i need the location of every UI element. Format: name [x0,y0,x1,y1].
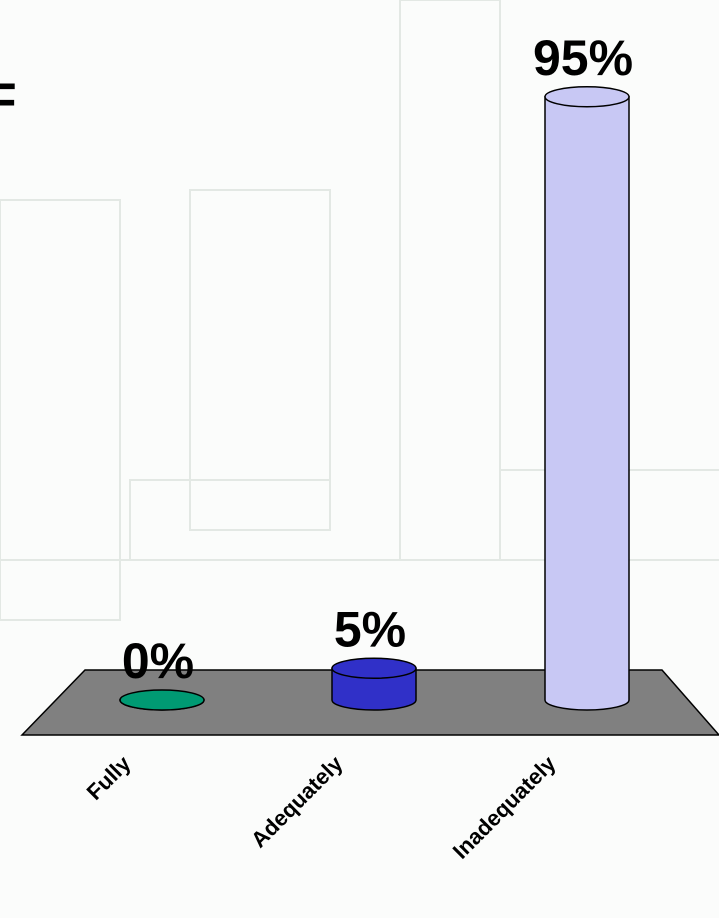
value-label: 0% [122,633,194,689]
bar [544,86,630,711]
bar [119,689,205,711]
bar [331,657,417,711]
value-label: 5% [334,601,406,657]
bar-top [119,689,205,711]
bar-top [544,86,630,108]
bar-top [331,657,417,679]
bar-body [544,96,630,711]
chart-title: F [0,73,17,129]
bar-body [331,667,417,711]
value-label: 95% [533,30,633,86]
